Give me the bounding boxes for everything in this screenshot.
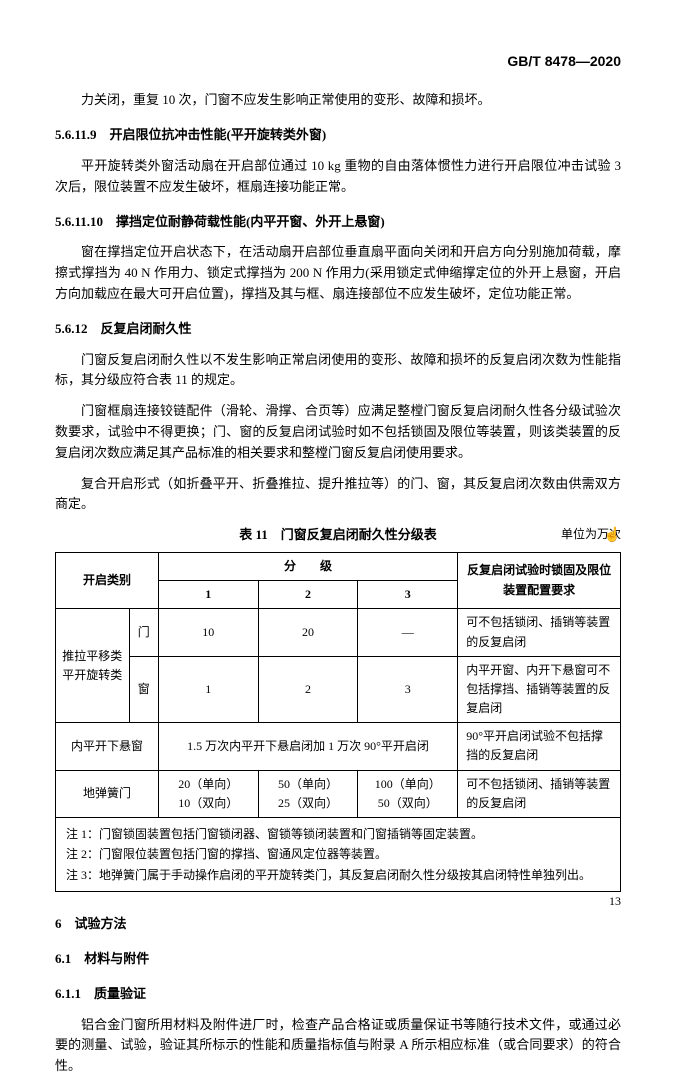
section-5-6-11-9-body: 平开旋转类外窗活动扇在开启部位通过 10 kg 重物的自由落体惯性力进行开启限位… (55, 156, 621, 198)
cursor-pointer-icon: ☝ (604, 525, 621, 547)
note-3: 注 3：地弹簧门属于手动操作启闭的平开旋转类门，其反复启闭耐久性分级按其启闭特性… (66, 865, 610, 885)
note-2: 注 2：门窗限位装置包括门窗的撑挡、窗通风定位器等装置。 (66, 844, 610, 864)
r1-sub2: 窗 (129, 656, 158, 723)
th-g3: 3 (358, 581, 458, 609)
paragraph-continuation: 力关闭，重复 10 次，门窗不应发生影响正常使用的变形、故障和损坏。 (55, 90, 621, 111)
section-5-6-12-p1: 门窗反复启闭耐久性以不发生影响正常启闭使用的变形、故障和损坏的反复启闭次数为性能… (55, 350, 621, 392)
r4-v1: 20（单向）10（双向） (158, 770, 258, 817)
r2-v2: 2 (258, 656, 358, 723)
section-5-6-12-title: 5.6.12 反复启闭耐久性 (55, 319, 621, 340)
r1-sub1: 门 (129, 609, 158, 656)
section-5-6-11-10-body: 窗在撑挡定位开启状态下，在活动扇开启部位垂直扇平面向关闭和开启方向分别施加荷载，… (55, 242, 621, 304)
th-g1: 1 (158, 581, 258, 609)
document-code: GB/T 8478—2020 (55, 50, 621, 72)
r3-remark: 90°平开启闭试验不包括撑挡的反复启闭 (458, 723, 621, 770)
r1-v2: 20 (258, 609, 358, 656)
th-grade: 分 级 (158, 552, 457, 580)
r1-remark: 可不包括锁闭、插销等装置的反复启闭 (458, 609, 621, 656)
r2-remark: 内平开窗、内开下悬窗可不包括撑挡、插销等装置的反复启闭 (458, 656, 621, 723)
note-1: 注 1：门窗锁固装置包括门窗锁闭器、窗锁等锁闭装置和门窗插销等固定装置。 (66, 824, 610, 844)
r2-v1: 1 (158, 656, 258, 723)
th-remark: 反复启闭试验时锁固及限位装置配置要求 (458, 552, 621, 608)
table-notes: 注 1：门窗锁固装置包括门窗锁闭器、窗锁等锁闭装置和门窗插销等固定装置。 注 2… (56, 818, 621, 892)
table-11-title-row: 表 11 门窗反复启闭耐久性分级表 单位为万次 ☝ (55, 525, 621, 546)
section-6-title: 6 试验方法 (55, 914, 621, 935)
r3-val: 1.5 万次内平开下悬启闭加 1 万次 90°平开启闭 (158, 723, 457, 770)
section-5-6-12-p2: 门窗框扇连接铰链配件（滑轮、滑撑、合页等）应满足整樘门窗反复启闭耐久性各分级试验… (55, 401, 621, 463)
table-11: 开启类别 分 级 反复启闭试验时锁固及限位装置配置要求 1 2 3 推拉平移类平… (55, 552, 621, 892)
r3-cat: 内平开下悬窗 (56, 723, 159, 770)
r1-v1: 10 (158, 609, 258, 656)
section-5-6-12-p3: 复合开启形式（如折叠平开、折叠推拉、提升推拉等）的门、窗，其反复启闭次数由供需双… (55, 474, 621, 516)
page-number: 13 (609, 892, 621, 911)
r4-v2: 50（单向）25（双向） (258, 770, 358, 817)
r4-cat: 地弹簧门 (56, 770, 159, 817)
section-6-1-1-title: 6.1.1 质量验证 (55, 984, 621, 1005)
th-g2: 2 (258, 581, 358, 609)
r4-remark: 可不包括锁闭、插销等装置的反复启闭 (458, 770, 621, 817)
r2-v3: 3 (358, 656, 458, 723)
section-6-1-title: 6.1 材料与附件 (55, 949, 621, 970)
section-5-6-11-9-title: 5.6.11.9 开启限位抗冲击性能(平开旋转类外窗) (55, 125, 621, 146)
table-11-title: 表 11 门窗反复启闭耐久性分级表 (239, 527, 437, 542)
section-6-1-1-body: 铝合金门窗所用材料及附件进厂时，检查产品合格证或质量保证书等随行技术文件，或通过… (55, 1015, 621, 1077)
r4-v3: 100（单向）50（双向） (358, 770, 458, 817)
r1-cat: 推拉平移类平开旋转类 (56, 609, 130, 723)
th-open-type: 开启类别 (56, 552, 159, 608)
r1-v3: — (358, 609, 458, 656)
section-5-6-11-10-title: 5.6.11.10 撑挡定位耐静荷载性能(内平开窗、外开上悬窗) (55, 212, 621, 233)
